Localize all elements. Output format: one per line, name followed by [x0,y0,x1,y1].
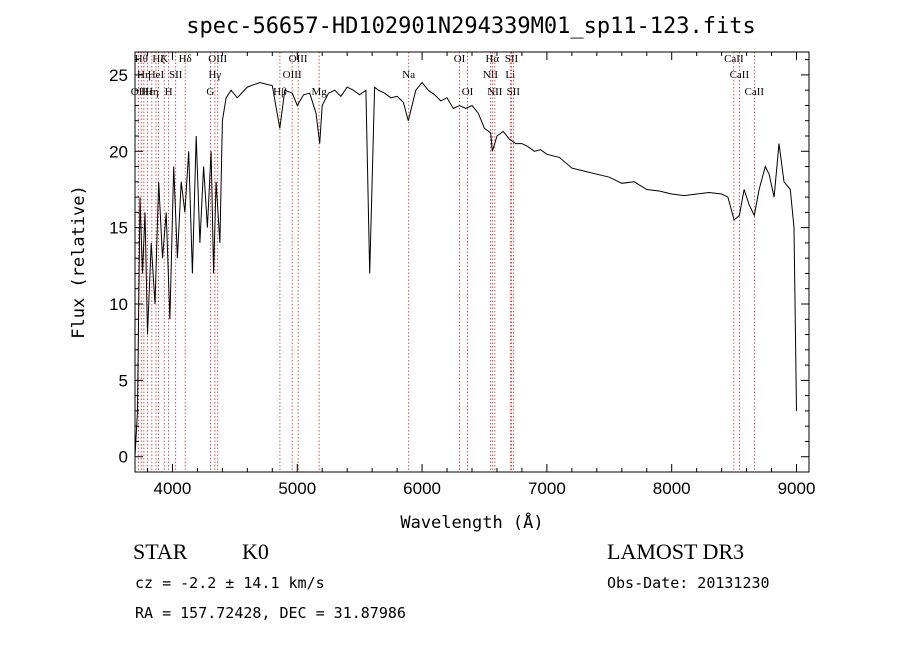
line-marker-label: Hγ [208,69,221,81]
line-marker-label: Hδ [179,53,192,65]
coordinates: RA = 157.72428, DEC = 31.87986 [135,604,406,622]
line-marker-label: Li [505,69,515,81]
x-tick-label: 8000 [653,479,691,498]
chart-title: spec-56657-HD102901N294339M01_sp11-123.f… [186,14,756,39]
line-marker-label: H [165,86,173,98]
y-tick-label: 0 [119,448,128,467]
x-tick-label: 7000 [528,479,566,498]
line-marker-label: Hθ [135,53,148,65]
y-tick-label: 25 [109,66,128,85]
line-marker-label: Hβ [273,86,287,98]
line-marker-label: CaII [745,86,765,98]
line-marker-label: K [160,53,168,65]
y-axis-label: Flux (relative) [69,185,89,339]
y-tick-label: 10 [109,295,128,314]
redshift-text: cz = -2.2 ± 14.1 km/s [135,574,325,592]
line-marker-label: OI [462,86,474,98]
x-tick-label: 6000 [403,479,441,498]
line-marker-label: CaII [724,53,744,65]
line-marker-label: SII [507,86,521,98]
line-markers: OIIHθHηHεHηHeIHζKHSIIHδGHγOIIIHβOIIIOIII… [131,52,765,472]
line-marker-label: OI [454,53,466,65]
object-class: STAR [133,539,188,564]
line-marker-label: G [206,86,214,98]
line-marker-label: HeI [148,69,165,81]
line-marker-label: Hα [485,53,499,65]
line-marker-label: Hη [145,86,159,98]
x-tick-label: 9000 [778,479,816,498]
plot-frame [134,51,810,473]
line-marker-label: OIII [208,53,227,65]
line-marker-label: Hζ [152,53,165,65]
x-tick-label: 4000 [154,479,192,498]
obs-date: Obs-Date: 20131230 [607,574,770,592]
line-marker-label: NII [483,69,499,81]
flux-series [134,81,797,457]
line-marker-label: OIII [283,69,302,81]
line-marker-label: SII [505,53,519,65]
line-marker-label: Mg [311,86,327,98]
y-tick-label: 5 [119,371,128,390]
line-marker-label: Na [402,69,415,81]
axis-ticks: 4000 5000 6000 7000 8000 9000 0 5 10 15 20 25 [109,52,815,498]
object-subclass: K0 [242,539,269,564]
line-marker-label: SII [169,69,183,81]
line-marker-label: Hε [141,86,154,98]
line-marker-label: NII [487,86,503,98]
y-tick-label: 20 [109,142,128,161]
flux-line [134,81,797,457]
line-marker-label: OIII [289,53,308,65]
x-axis-label: Wavelength (Å) [400,511,543,533]
line-marker-label: CaII [730,69,750,81]
survey-name: LAMOST DR3 [607,539,745,564]
x-tick-label: 5000 [278,479,316,498]
y-tick-label: 15 [109,219,128,238]
